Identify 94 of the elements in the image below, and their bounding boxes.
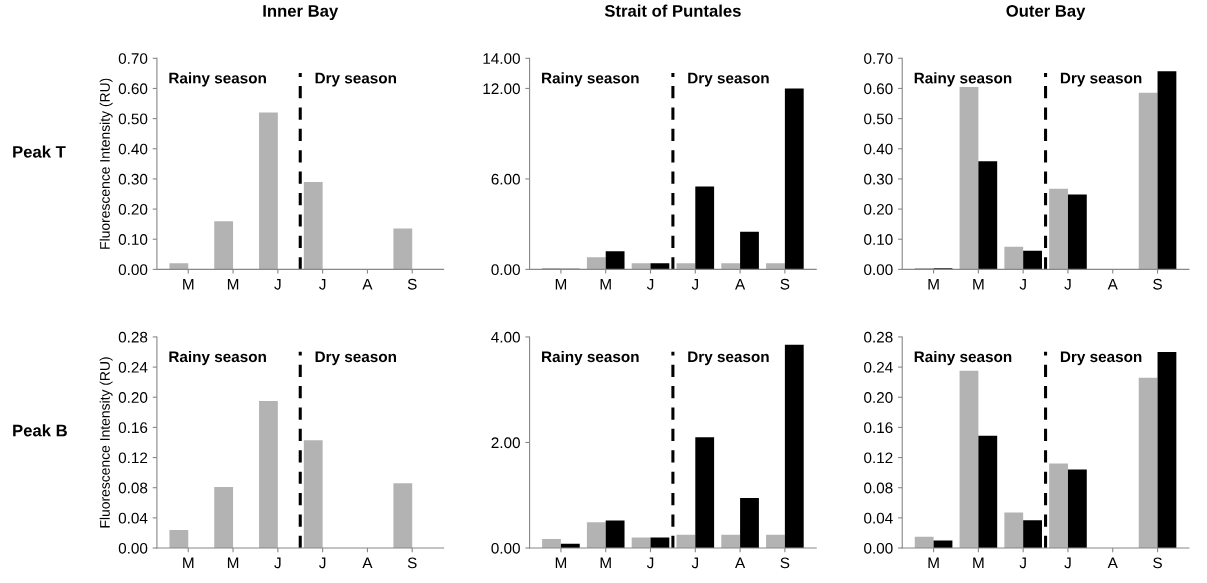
- x-tick-label: M: [227, 557, 239, 569]
- x-tick-label: S: [407, 557, 417, 569]
- x-tick-label: J: [1019, 557, 1026, 569]
- y-tick-label: 0.24: [118, 361, 148, 373]
- x-tick-label: J: [274, 557, 281, 569]
- y-axis-title: Fluorescence Intensity (RU): [99, 78, 113, 249]
- y-tick-label: 0.28: [118, 331, 148, 343]
- x-tick-label: J: [691, 557, 698, 569]
- y-tick-label: 0.00: [491, 542, 520, 554]
- y-tick-label: 0.20: [864, 392, 893, 403]
- x-tick-label: S: [1153, 278, 1162, 290]
- y-tick-label: 0.08: [118, 482, 148, 494]
- x-tick-label: J: [646, 278, 654, 290]
- y-tick-label: 0.50: [118, 113, 148, 125]
- x-tick-label: S: [780, 557, 790, 569]
- y-tick-label: 0.12: [118, 452, 148, 464]
- y-tick-label: 0.30: [118, 173, 148, 185]
- y-tick-label: 0.10: [118, 234, 148, 245]
- y-tick-label: 0.08: [864, 482, 893, 494]
- annotation: Rainy season: [169, 72, 266, 87]
- annotation: Dry season: [315, 72, 396, 87]
- annotation: Dry season: [315, 351, 396, 366]
- y-tick-label: 0.60: [864, 83, 893, 95]
- x-tick-label: J: [274, 278, 281, 290]
- y-tick-label: 0.04: [118, 512, 148, 524]
- chart-title: Inner Bay: [263, 5, 339, 21]
- annotation: Rainy season: [169, 350, 266, 366]
- x-tick-label: M: [600, 278, 611, 290]
- y-tick-label: 2.00: [491, 437, 520, 449]
- y-tick-label: 12.00: [483, 83, 520, 95]
- y-tick-label: 0.04: [864, 512, 893, 524]
- x-tick-label: J: [1019, 278, 1026, 290]
- x-tick-label: A: [735, 278, 746, 290]
- x-tick-label: M: [555, 557, 567, 569]
- x-tick-label: M: [600, 557, 611, 569]
- x-tick-label: A: [735, 557, 746, 569]
- annotation: Rainy season: [542, 72, 639, 87]
- y-tick-label: 0.40: [118, 143, 148, 155]
- y-tick-label: 0.20: [118, 203, 148, 215]
- x-tick-label: J: [691, 278, 698, 290]
- y-tick-label: 0.00: [864, 264, 893, 276]
- x-tick-label: M: [555, 278, 567, 290]
- x-tick-label: A: [362, 557, 373, 569]
- y-tick-label: 0.24: [864, 361, 893, 373]
- annotation: Dry season: [1060, 351, 1142, 366]
- x-tick-label: A: [1107, 278, 1118, 290]
- y-tick-label: 0.12: [864, 452, 893, 464]
- y-tick-label: 0.20: [864, 203, 893, 215]
- x-tick-label: M: [928, 557, 939, 569]
- x-tick-label: A: [1107, 557, 1118, 569]
- y-tick-label: 0.28: [864, 331, 893, 343]
- y-tick-label: 0.16: [118, 422, 148, 434]
- x-tick-label: M: [183, 278, 194, 290]
- annotation: Dry season: [1060, 72, 1142, 87]
- y-tick-label: 14.00: [483, 53, 520, 64]
- y-tick-label: 0.70: [118, 53, 148, 64]
- y-tick-label: 0.00: [491, 264, 520, 276]
- x-tick-label: J: [319, 557, 326, 569]
- x-tick-label: S: [780, 278, 790, 290]
- y-tick-label: 0.20: [118, 392, 148, 403]
- y-tick-label: 0.10: [864, 234, 893, 245]
- x-tick-label: M: [227, 278, 239, 290]
- y-tick-label: 0.70: [864, 53, 893, 64]
- y-tick-label: 0.60: [118, 83, 148, 95]
- x-tick-label: J: [319, 278, 326, 290]
- x-tick-label: A: [362, 278, 373, 290]
- x-tick-label: M: [973, 278, 984, 290]
- x-tick-label: M: [973, 557, 984, 569]
- y-tick-label: 0.00: [118, 542, 148, 554]
- y-tick-label: 4.00: [491, 331, 520, 343]
- y-tick-label: 0.30: [864, 173, 893, 185]
- y-tick-label: 0.40: [864, 143, 893, 155]
- x-tick-label: J: [1064, 557, 1071, 569]
- x-tick-label: M: [928, 278, 939, 290]
- x-tick-label: S: [407, 278, 417, 290]
- y-tick-label: 0.16: [864, 422, 893, 434]
- y-tick-label: 0.00: [864, 542, 893, 554]
- x-tick-label: M: [183, 557, 194, 569]
- x-tick-label: J: [1064, 278, 1071, 290]
- chart-title: Strait of Puntales: [604, 4, 741, 17]
- annotation: Dry season: [688, 351, 769, 366]
- y-axis-title: Fluorescence Intensity (RU): [99, 357, 113, 528]
- y-tick-label: 0.00: [118, 264, 148, 276]
- annotation: Rainy season: [914, 350, 1012, 366]
- annotation: Rainy season: [914, 72, 1012, 87]
- text: Peak T: [13, 145, 66, 158]
- annotation: Rainy season: [542, 350, 639, 366]
- annotation: Dry season: [688, 72, 769, 87]
- text: Peak B: [13, 424, 67, 437]
- y-tick-label: 6.00: [491, 173, 520, 185]
- y-tick-label: 0.50: [864, 113, 893, 125]
- x-tick-label: S: [1153, 557, 1162, 569]
- chart-title: Outer Bay: [1006, 5, 1086, 21]
- x-tick-label: J: [646, 557, 654, 569]
